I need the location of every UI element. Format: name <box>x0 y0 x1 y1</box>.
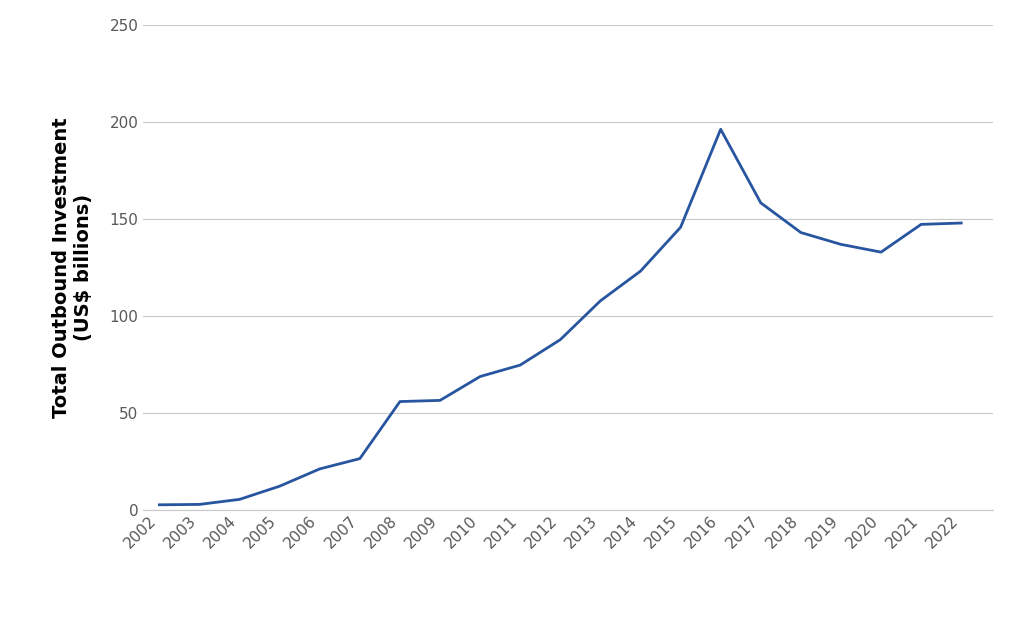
Y-axis label: Total Outbound Investment
(US$ billions): Total Outbound Investment (US$ billions) <box>52 117 93 418</box>
